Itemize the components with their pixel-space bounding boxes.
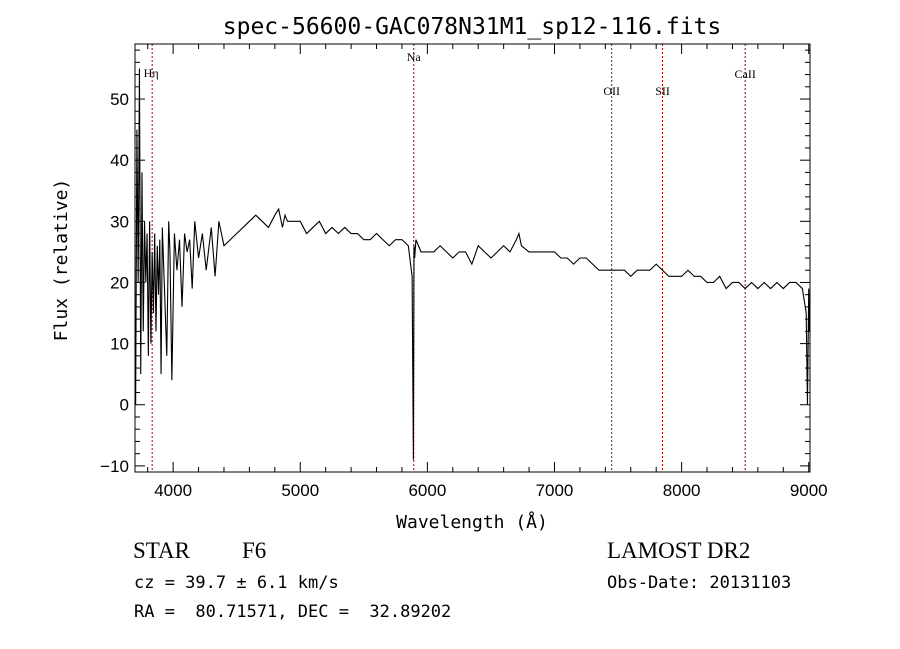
spectrum-line xyxy=(135,68,810,460)
redshift-velocity: cz = 39.7 ± 6.1 km/s xyxy=(134,573,339,593)
y-tick-label: 0 xyxy=(120,396,129,415)
x-tick-label: 4000 xyxy=(154,481,192,500)
marker-label: Hη xyxy=(144,66,159,80)
coordinates: RA = 80.71571, DEC = 32.89202 xyxy=(134,602,452,622)
y-tick-label: −10 xyxy=(100,457,129,476)
x-axis-label: Wavelength (Å) xyxy=(396,511,548,533)
y-tick-label: 20 xyxy=(110,273,129,292)
y-tick-label: 50 xyxy=(110,90,129,109)
y-tick-label: 30 xyxy=(110,212,129,231)
class-label: STAR xyxy=(133,538,190,563)
x-tick-label: 5000 xyxy=(281,481,319,500)
y-axis-label: Flux (relative) xyxy=(51,179,72,342)
chart-title: spec-56600-GAC078N31M1_sp12-116.fits xyxy=(223,14,722,40)
x-tick-label: 6000 xyxy=(408,481,446,500)
y-tick-label: 40 xyxy=(110,151,129,170)
marker-label: Na xyxy=(407,50,422,64)
y-tick-label: 10 xyxy=(110,335,129,354)
x-tick-label: 7000 xyxy=(536,481,574,500)
x-tick-label: 9000 xyxy=(790,481,828,500)
plot-frame xyxy=(134,43,811,473)
marker-label: CaII xyxy=(735,67,756,81)
x-tick-label: 8000 xyxy=(663,481,701,500)
line-markers: Hη Na OII SII CaII xyxy=(144,44,756,472)
survey-label: LAMOST DR2 xyxy=(607,538,751,563)
subclass-label: F6 xyxy=(242,538,267,563)
axis-ticks: 4000 5000 6000 7000 8000 9000 −10 0 10 20 30 40 50 xyxy=(100,44,828,500)
marker-label: SII xyxy=(655,84,670,98)
observation-date: Obs-Date: 20131103 xyxy=(607,573,792,593)
marker-label: OII xyxy=(603,84,620,98)
